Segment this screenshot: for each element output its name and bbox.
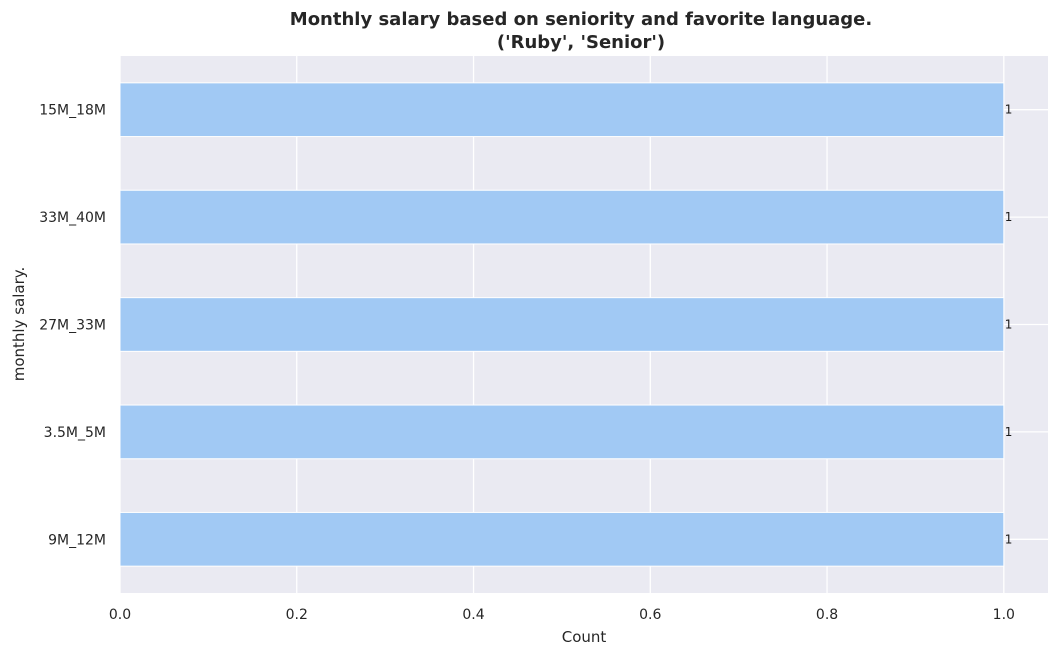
x-axis-label: Count (562, 628, 607, 646)
bar-value-label: 1 (1005, 532, 1013, 546)
y-tick-label: 15M_18M (39, 103, 106, 119)
y-tick-label: 33M_40M (39, 210, 106, 226)
y-tick-label: 9M_12M (48, 532, 106, 548)
bars (119, 82, 1005, 567)
bar (119, 404, 1005, 460)
bar-value-label: 1 (1005, 103, 1013, 117)
y-axis-label: monthly salary. (10, 267, 28, 382)
x-tick-label: 1.0 (993, 607, 1015, 623)
bar-value-label: 1 (1005, 210, 1013, 224)
bar (119, 82, 1005, 138)
x-tick-label: 0.6 (639, 607, 661, 623)
chart-subtitle: ('Ruby', 'Senior') (497, 32, 665, 53)
bar-value-label: 1 (1005, 425, 1013, 439)
x-tick-label: 0.2 (286, 607, 308, 623)
y-tick-label: 3.5M_5M (44, 425, 106, 441)
x-tick-label: 0.8 (816, 607, 838, 623)
x-tick-label: 0.4 (462, 607, 484, 623)
bar (119, 297, 1005, 352)
x-tick-label: 0.0 (109, 607, 131, 623)
bar (119, 511, 1005, 567)
x-axis-ticks: 0.0 0.2 0.4 0.6 0.8 1.0 (109, 607, 1015, 623)
y-axis-ticks: 15M_18M 33M_40M 27M_33M 3.5M_5M 9M_12M (39, 103, 106, 549)
bar-value-label: 1 (1005, 318, 1013, 332)
y-tick-label: 27M_33M (39, 318, 106, 334)
chart-title: Monthly salary based on seniority and fa… (290, 9, 872, 30)
data-labels: 1 1 1 1 1 (1005, 103, 1013, 547)
bar (119, 189, 1005, 245)
